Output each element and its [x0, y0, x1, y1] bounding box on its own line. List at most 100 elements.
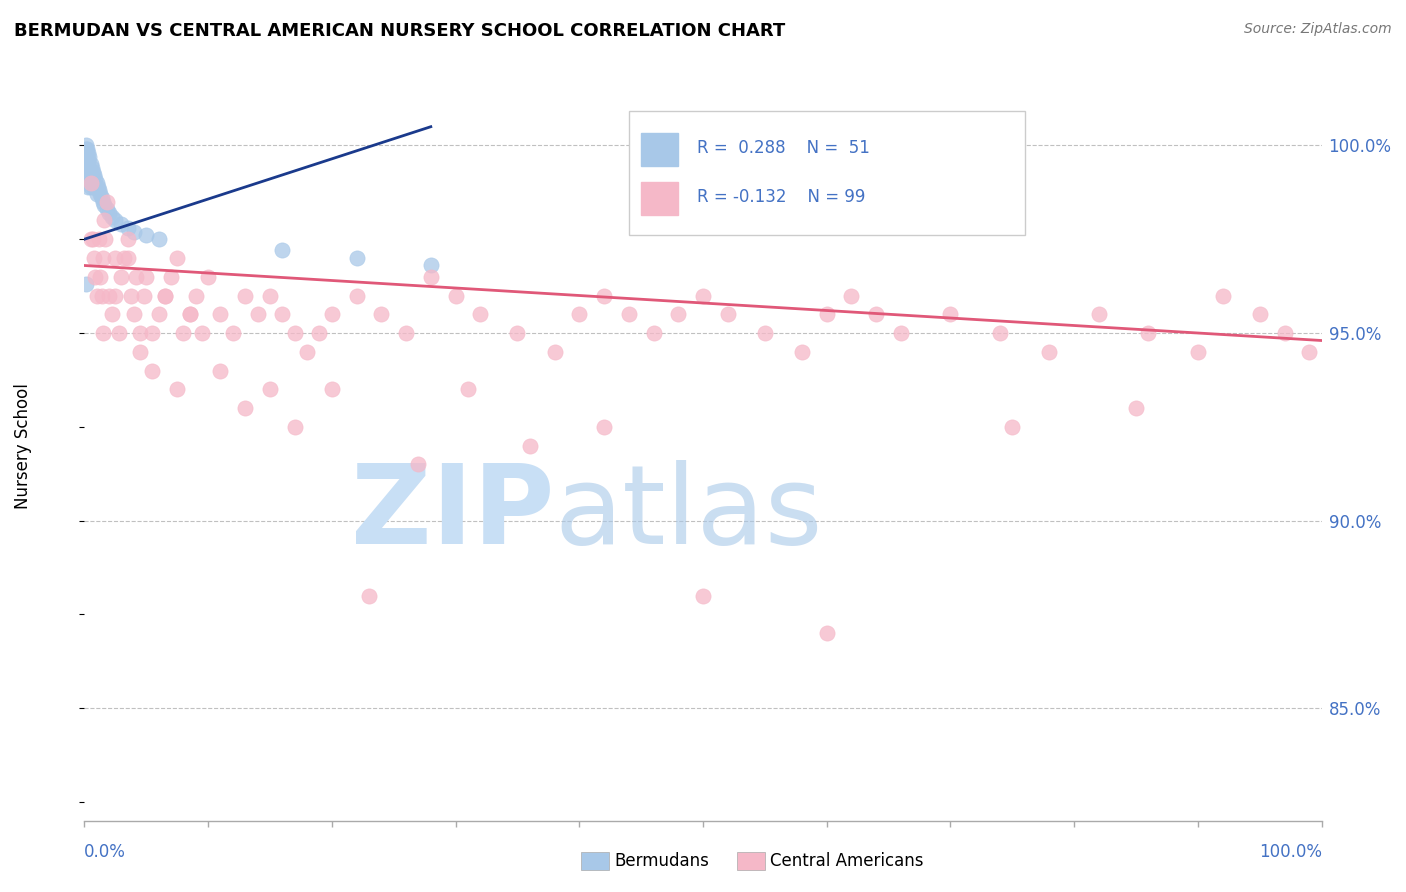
Text: Source: ZipAtlas.com: Source: ZipAtlas.com — [1244, 22, 1392, 37]
Point — [191, 326, 214, 340]
Point — [321, 382, 343, 396]
Text: atlas: atlas — [554, 460, 823, 567]
Text: 100.0%: 100.0% — [1258, 843, 1322, 861]
Text: R = -0.132    N = 99: R = -0.132 N = 99 — [697, 187, 865, 206]
FancyBboxPatch shape — [641, 182, 678, 215]
Point — [89, 184, 111, 198]
Text: Central Americans: Central Americans — [770, 852, 924, 870]
Point — [172, 326, 194, 340]
Point — [284, 326, 307, 340]
Point — [75, 277, 97, 292]
Point — [104, 213, 127, 227]
Point — [643, 326, 665, 340]
Point — [209, 363, 232, 377]
FancyBboxPatch shape — [641, 133, 678, 166]
FancyBboxPatch shape — [628, 112, 1025, 235]
Point — [233, 288, 256, 302]
Point — [75, 145, 97, 160]
Point — [75, 161, 97, 175]
Point — [666, 307, 689, 321]
Point — [86, 187, 108, 202]
Point — [259, 288, 281, 302]
Point — [83, 169, 105, 183]
Point — [98, 288, 121, 302]
Point — [408, 458, 430, 472]
Point — [93, 198, 115, 212]
Point — [76, 142, 98, 156]
Point — [75, 150, 97, 164]
Point — [284, 419, 307, 434]
Point — [117, 221, 139, 235]
Point — [692, 288, 714, 302]
Point — [141, 326, 163, 340]
Point — [222, 326, 245, 340]
Point — [259, 382, 281, 396]
Point — [89, 187, 111, 202]
Point — [346, 288, 368, 302]
Point — [890, 326, 912, 340]
Point — [166, 251, 188, 265]
Point — [79, 157, 101, 171]
Point — [184, 288, 207, 302]
Point — [82, 232, 104, 246]
Point — [86, 176, 108, 190]
Point — [122, 307, 145, 321]
Point — [395, 326, 418, 340]
Text: 0.0%: 0.0% — [84, 843, 127, 861]
Point — [93, 213, 115, 227]
Text: ZIP: ZIP — [352, 460, 554, 567]
Point — [153, 288, 176, 302]
Point — [153, 288, 176, 302]
Point — [75, 138, 97, 153]
Point — [593, 419, 616, 434]
Point — [179, 307, 201, 321]
Point — [83, 179, 105, 194]
Point — [76, 172, 98, 186]
Point — [129, 344, 152, 359]
Bar — [581, 852, 609, 870]
Point — [470, 307, 492, 321]
Point — [246, 307, 269, 321]
Point — [94, 232, 117, 246]
Point — [370, 307, 392, 321]
Point — [1187, 344, 1209, 359]
Point — [104, 288, 127, 302]
Point — [112, 251, 135, 265]
Point — [160, 269, 183, 284]
Point — [308, 326, 330, 340]
Point — [104, 251, 127, 265]
Point — [197, 269, 219, 284]
Point — [98, 206, 121, 220]
Point — [841, 288, 863, 302]
Point — [357, 589, 380, 603]
Point — [815, 626, 838, 640]
Point — [108, 326, 131, 340]
Point — [1249, 307, 1271, 321]
Point — [75, 142, 97, 156]
Point — [129, 326, 152, 340]
Point — [125, 269, 148, 284]
Point — [100, 307, 122, 321]
Point — [79, 169, 101, 183]
Point — [90, 288, 112, 302]
Point — [1274, 326, 1296, 340]
Point — [122, 225, 145, 239]
Point — [519, 438, 541, 452]
Point — [1088, 307, 1111, 321]
Point — [76, 165, 98, 179]
Point — [209, 307, 232, 321]
Point — [617, 307, 640, 321]
Point — [1137, 326, 1160, 340]
Point — [75, 153, 97, 168]
Point — [692, 589, 714, 603]
Point — [506, 326, 529, 340]
Point — [166, 382, 188, 396]
Point — [77, 169, 100, 183]
Point — [76, 157, 98, 171]
Point — [82, 176, 104, 190]
Point — [84, 172, 107, 186]
Point — [271, 307, 294, 321]
Point — [91, 251, 114, 265]
Point — [271, 244, 294, 258]
Point — [233, 401, 256, 415]
